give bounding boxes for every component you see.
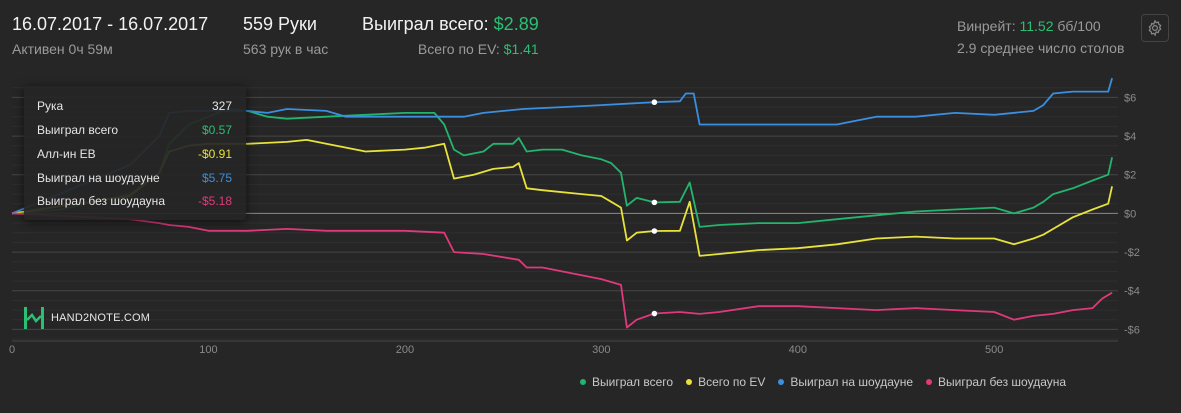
y-tick-label: $0 bbox=[1124, 208, 1136, 220]
winrate-label: Винрейт: bbox=[957, 18, 1016, 34]
ev-total-label: Всего по EV: bbox=[417, 41, 500, 57]
series-line bbox=[11, 138, 1113, 257]
y-tick-label: -$2 bbox=[1124, 247, 1140, 259]
legend-swatch bbox=[778, 379, 785, 385]
y-tick-label: -$6 bbox=[1124, 324, 1140, 336]
y-tick-label: $4 bbox=[1124, 131, 1136, 143]
tooltip-nsd-row: Выиграл без шоудауна -$5.18 bbox=[37, 194, 232, 208]
hover-marker bbox=[651, 199, 658, 206]
legend-label: Выиграл без шоудауна bbox=[938, 375, 1067, 389]
hand2note-logo: HAND2NOTE.COM bbox=[24, 307, 150, 329]
x-tick-label: 500 bbox=[985, 344, 1003, 356]
hand-tooltip: Рука 327 Выиграл всего $0.57 Алл-ин EB -… bbox=[24, 86, 246, 220]
legend-label: Выиграл на шоудауне bbox=[790, 375, 914, 389]
tooltip-hand-label: Рука bbox=[37, 99, 64, 113]
winrate-value: 11.52 bbox=[1019, 18, 1054, 34]
tooltip-allin-value: -$0.91 bbox=[197, 147, 232, 161]
legend-swatch bbox=[686, 379, 693, 385]
series-line bbox=[11, 212, 1113, 329]
date-range: 16.07.2017 - 16.07.2017 bbox=[12, 14, 209, 34]
avg-tables: 2.9 среднее число столов bbox=[957, 40, 1125, 56]
winrate: Винрейт: 11.52 бб/100 bbox=[957, 18, 1124, 34]
hand2note-logo-icon bbox=[24, 307, 44, 329]
tooltip-sd-value: $5.75 bbox=[201, 171, 232, 185]
x-tick-label: 200 bbox=[396, 344, 414, 356]
settings-button[interactable] bbox=[1141, 14, 1169, 42]
legend-swatch bbox=[926, 379, 933, 385]
tooltip-nsd-value: -$5.18 bbox=[197, 194, 232, 208]
won-total-label: Выиграл всего: bbox=[362, 14, 489, 34]
y-tick-label: -$4 bbox=[1124, 286, 1140, 298]
tooltip-allin-label: Алл-ин EB bbox=[37, 147, 96, 161]
hands-block: 559 Руки 563 рук в час bbox=[243, 14, 328, 57]
x-tick-label: 0 bbox=[9, 344, 15, 356]
won-total-value: $2.89 bbox=[493, 14, 539, 34]
hands-count: 559 Руки bbox=[243, 14, 317, 34]
ev-total-value: $1.41 bbox=[503, 41, 539, 57]
tooltip-allin-row: Алл-ин EB -$0.91 bbox=[37, 147, 232, 161]
legend-label: Всего по EV bbox=[698, 375, 766, 389]
tooltip-hand-value: 327 bbox=[211, 99, 232, 113]
tooltip-won-value: $0.57 bbox=[201, 123, 232, 137]
gear-icon bbox=[1148, 19, 1162, 37]
tooltip-won-label: Выиграл всего bbox=[37, 123, 119, 137]
y-tick-label: $6 bbox=[1124, 92, 1136, 104]
tooltip-sd-label: Выиграл на шоудауне bbox=[37, 171, 160, 185]
hover-marker bbox=[651, 99, 658, 106]
tooltip-hand-row: Рука 327 bbox=[37, 99, 232, 113]
y-tick-label: $2 bbox=[1124, 170, 1136, 182]
active-time: Активен 0ч 59м bbox=[12, 41, 113, 57]
legend-item[interactable]: Выиграл всего bbox=[580, 375, 673, 389]
x-tick-label: 400 bbox=[789, 344, 807, 356]
tooltip-nsd-label: Выиграл без шоудауна bbox=[37, 194, 165, 208]
hands-per-hour: 563 рук в час bbox=[243, 41, 329, 57]
series-line bbox=[11, 108, 1113, 228]
legend-item[interactable]: Выиграл без шоудауна bbox=[926, 375, 1066, 389]
x-tick-label: 100 bbox=[199, 344, 217, 356]
chart-legend: Выиграл всего Всего по EV Выиграл на шоуда… bbox=[580, 375, 1079, 389]
won-block: Выиграл всего: $2.89 Всего по EV: $1.41 bbox=[362, 14, 539, 57]
won-total: Выиграл всего: $2.89 bbox=[362, 14, 539, 35]
hover-marker bbox=[651, 228, 658, 234]
legend-label: Выиграл всего bbox=[592, 375, 674, 389]
winrate-block: Винрейт: 11.52 бб/100 2.9 среднее число … bbox=[957, 14, 1124, 56]
legend-swatch bbox=[580, 379, 586, 385]
legend-item[interactable]: Выиграл на шоудауне bbox=[778, 375, 913, 389]
tooltip-sd-row: Выиграл на шоудауне $5.75 bbox=[37, 171, 232, 185]
logo-text: HAND2NOTE.COM bbox=[51, 312, 151, 324]
legend-item[interactable]: Всего по EV bbox=[686, 375, 765, 389]
date-range-block: 16.07.2017 - 16.07.2017 Активен 0ч 59м bbox=[12, 14, 208, 57]
winrate-unit: бб/100 bbox=[1057, 18, 1101, 34]
tooltip-won-row: Выиграл всего $0.57 bbox=[37, 123, 232, 137]
x-tick-label: 300 bbox=[592, 344, 610, 356]
hover-marker bbox=[651, 310, 658, 317]
ev-total: Всего по EV: $1.41 bbox=[362, 41, 539, 57]
